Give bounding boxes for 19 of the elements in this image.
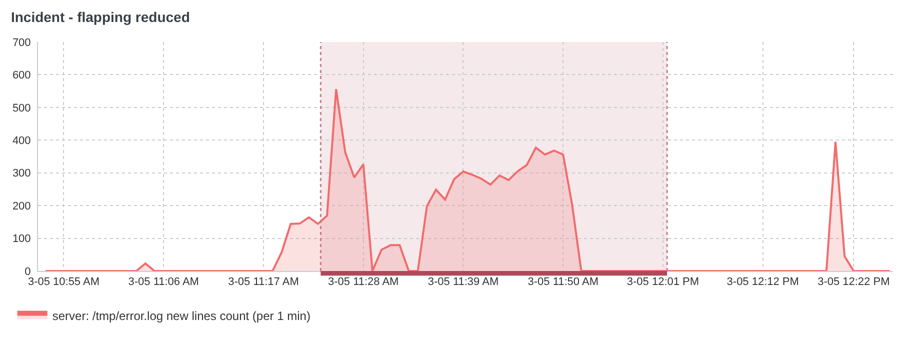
x-tick-label: 3-05 12:12 PM [726,276,799,288]
y-tick-label: 600 [12,70,31,82]
x-tick-label: 3-05 11:50 AM [528,276,598,288]
y-tick-label: 400 [12,134,31,147]
legend-label: server: /tmp/error.log new lines count (per 1 min) [52,308,310,323]
y-tick-label: 700 [12,36,31,49]
y-tick-label: 0 [24,266,31,278]
y-tick-label: 300 [12,168,31,180]
y-tick-label: 100 [12,233,31,246]
x-tick-label: 3-05 12:22 PM [818,276,890,288]
x-tick-label: 3-05 11:39 AM [428,276,499,288]
chart-title: Incident - flapping reduced [10,8,190,25]
y-tick-label: 200 [12,200,31,212]
x-tick-label: 3-05 12:01 PM [626,276,700,288]
x-tick-label: 3-05 11:06 AM [128,276,199,288]
y-tick-label: 500 [12,102,31,114]
x-tick-label: 3-05 10:55 AM [28,276,100,288]
x-tick-label: 3-05 11:17 AM [228,276,299,288]
x-tick-label: 3-05 11:28 AM [328,276,399,288]
